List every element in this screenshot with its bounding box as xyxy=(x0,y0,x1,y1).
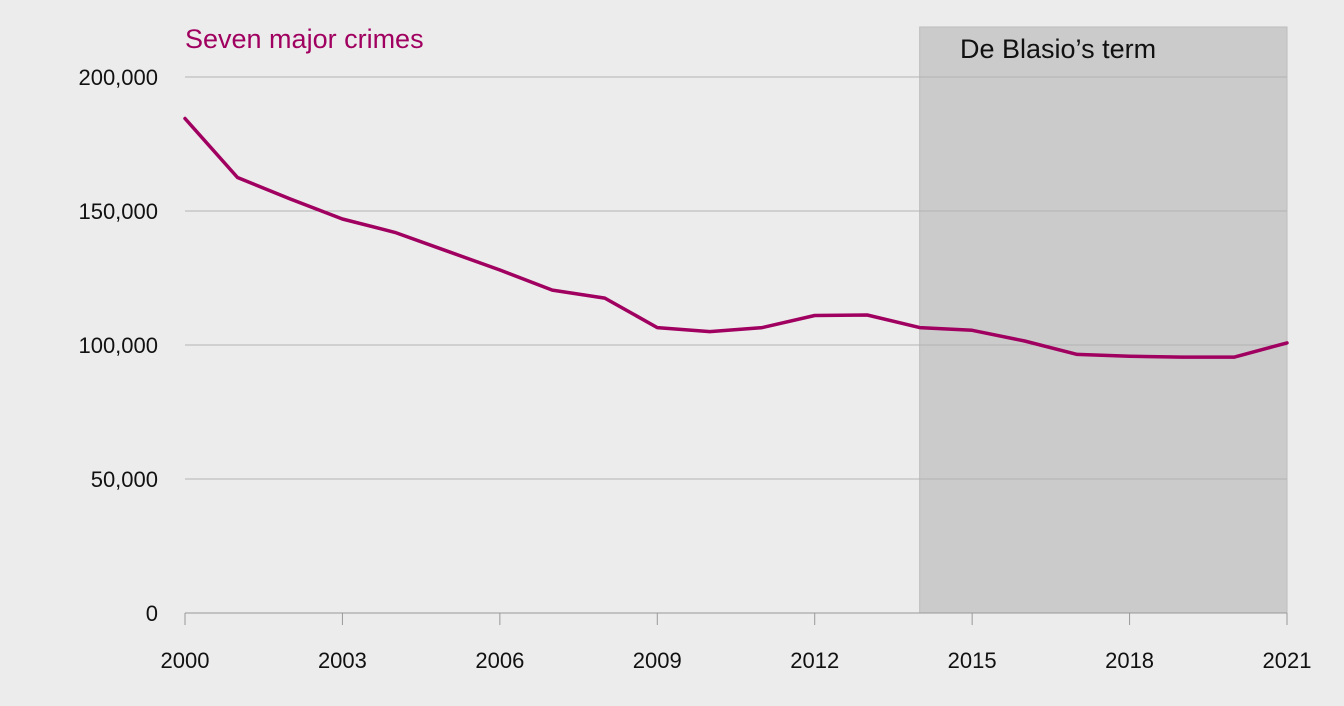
y-tick-label: 150,000 xyxy=(78,199,158,224)
series-label: Seven major crimes xyxy=(185,24,424,54)
y-axis-tick-labels: 0 50,000 100,000 150,000 200,000 xyxy=(78,65,158,626)
x-tick-label: 2015 xyxy=(948,648,997,673)
band-label: De Blasio’s term xyxy=(960,34,1156,64)
x-tick-label: 2012 xyxy=(790,648,839,673)
x-tick-label: 2021 xyxy=(1263,648,1312,673)
series-line-seven-major-crimes xyxy=(183,116,1289,359)
y-tick-label: 0 xyxy=(146,601,158,626)
y-tick-label: 200,000 xyxy=(78,65,158,90)
y-tick-label: 100,000 xyxy=(78,333,158,358)
y-tick-label: 50,000 xyxy=(91,467,158,492)
gridlines xyxy=(185,76,1287,480)
x-tick-label: 2003 xyxy=(318,648,367,673)
x-tick-label: 2009 xyxy=(633,648,682,673)
x-tick-label: 2018 xyxy=(1105,648,1154,673)
de-blasio-term-band xyxy=(919,26,1288,614)
x-axis-ticks: 2000 2003 2006 2009 2012 2015 2018 2021 xyxy=(161,613,1312,673)
x-tick-label: 2006 xyxy=(475,648,524,673)
x-tick-label: 2000 xyxy=(161,648,210,673)
